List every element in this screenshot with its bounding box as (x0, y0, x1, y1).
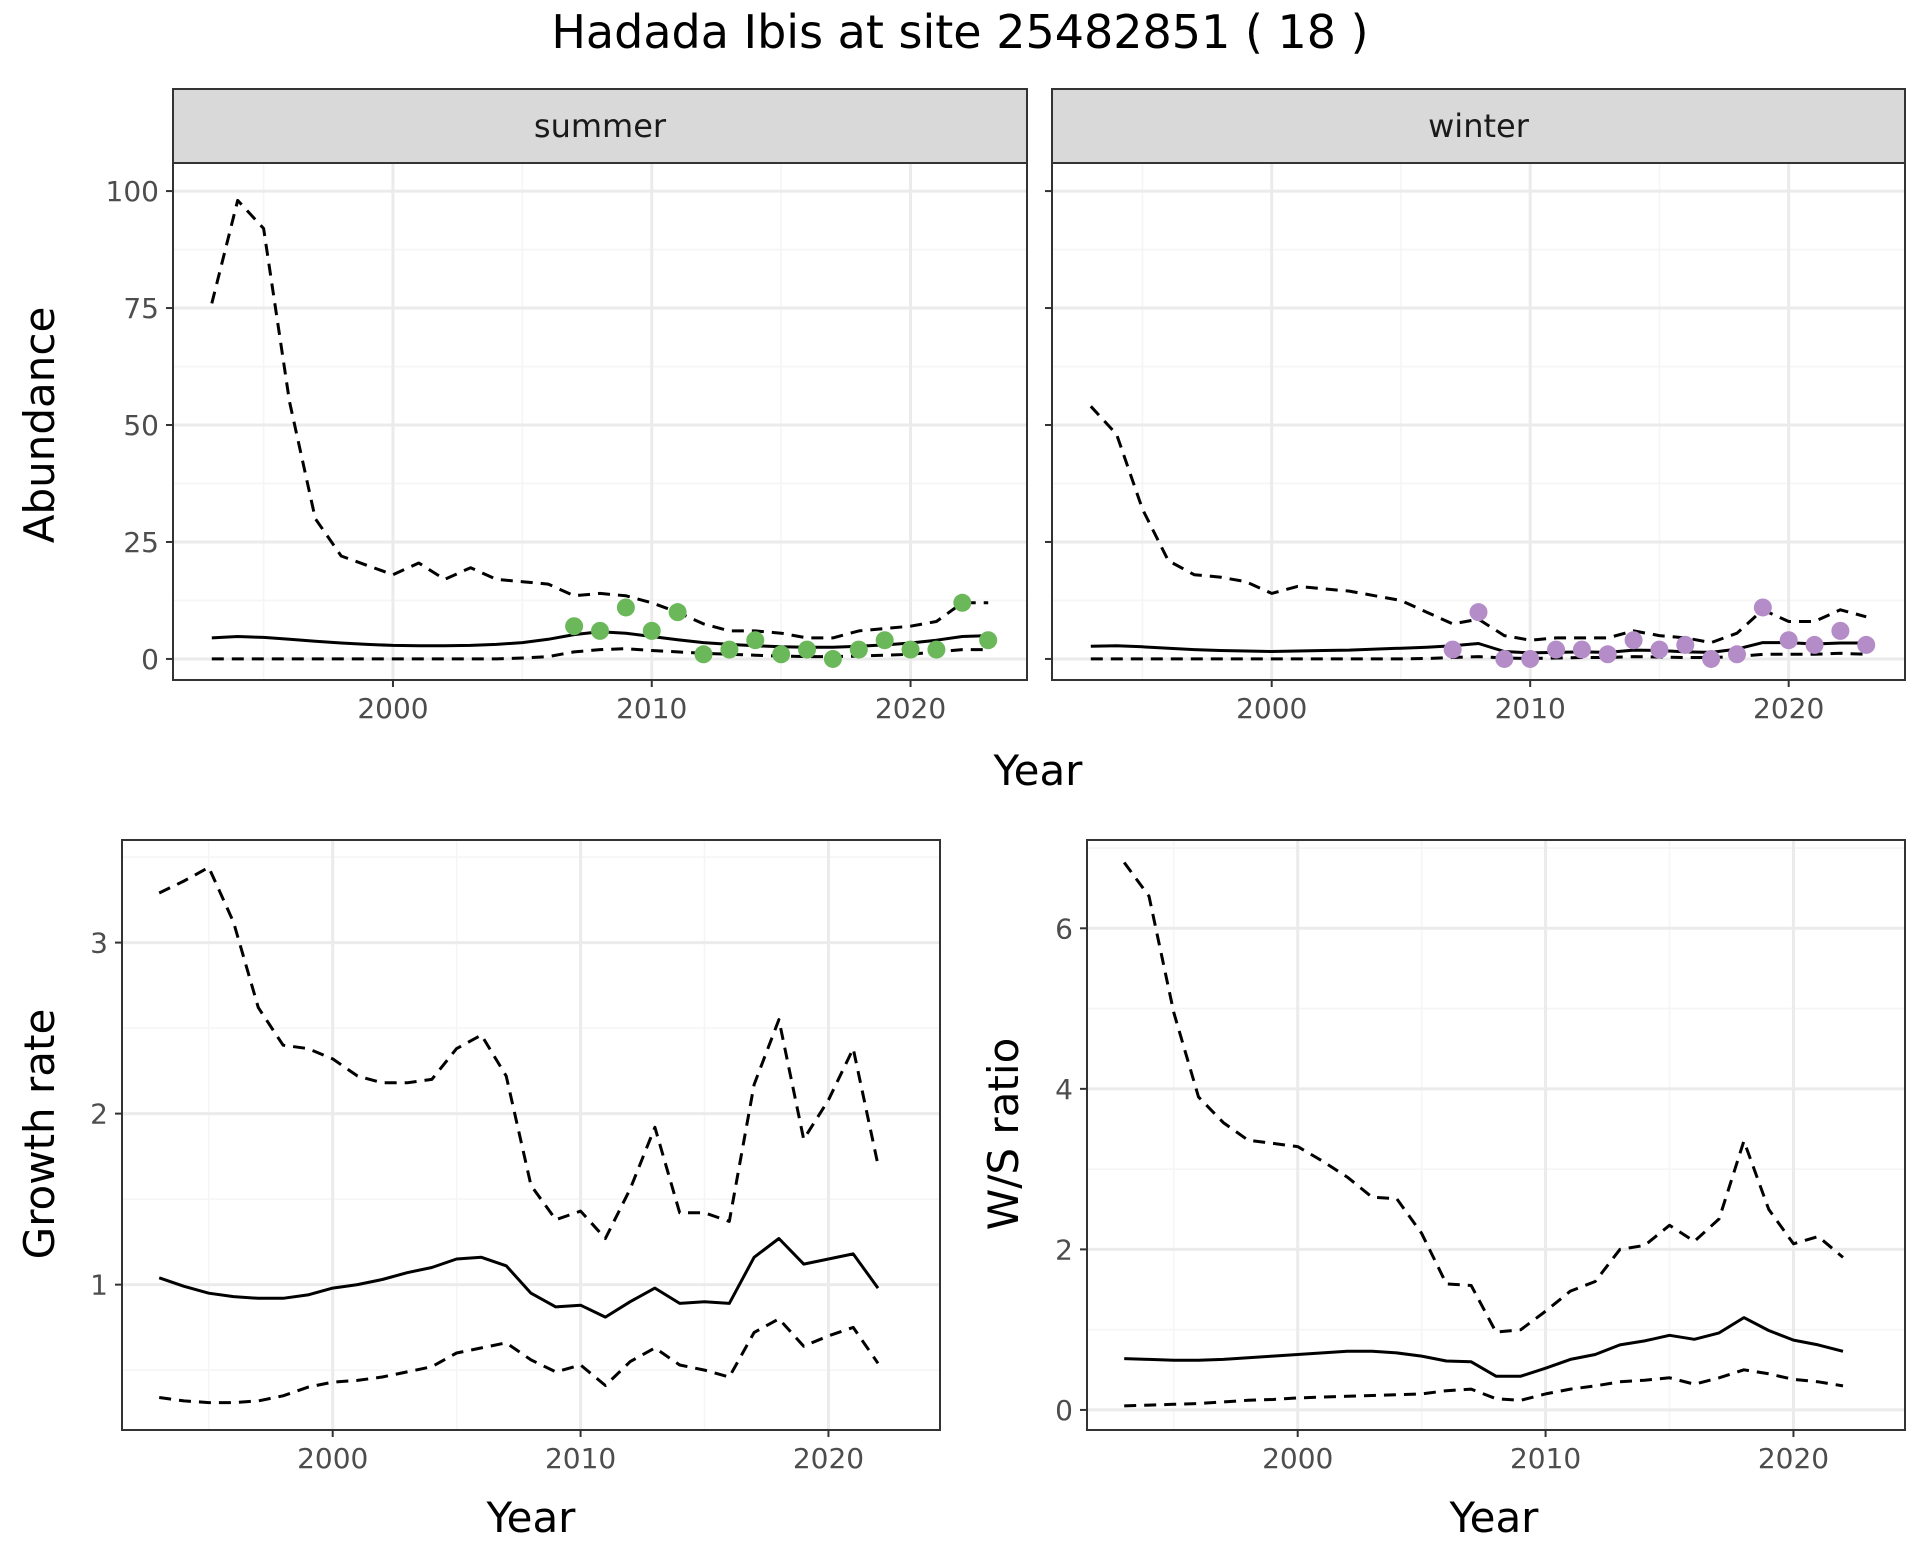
series-line-lower (158, 1317, 880, 1405)
panel-series (1122, 861, 1844, 1408)
series-line-upper (1122, 861, 1844, 1334)
x-tick-label: 2000 (1236, 692, 1307, 725)
data-point (1676, 635, 1695, 654)
facet-strip-label: winter (1428, 107, 1530, 145)
data-point (668, 603, 687, 622)
data-point (720, 640, 739, 659)
data-point (694, 645, 713, 664)
top-x-axis-title: Year (993, 746, 1084, 795)
chart-title: Hadada Ibis at site 25482851 ( 18 ) (551, 5, 1368, 59)
x-tick-label: 2010 (1510, 1442, 1581, 1475)
growth-y-axis-title: Growth rate (15, 1009, 64, 1260)
data-point (1598, 645, 1617, 664)
data-point (1831, 621, 1850, 640)
series-line-upper (210, 198, 989, 640)
panel-border (121, 839, 941, 1431)
panel-background (1052, 163, 1905, 680)
data-point (1443, 640, 1462, 659)
y-tick-label: 25 (123, 526, 159, 559)
data-point (1521, 649, 1540, 668)
ratio-x-axis-title: Year (1449, 1493, 1540, 1542)
y-tick-label: 4 (1055, 1073, 1073, 1106)
y-tick-label: 3 (90, 927, 108, 960)
x-tick-label: 2020 (1758, 1442, 1829, 1475)
panel-series (210, 198, 998, 668)
growth-x-axis-title: Year (486, 1493, 577, 1542)
data-point (642, 621, 661, 640)
series-line-upper (158, 865, 880, 1240)
data-point (1702, 649, 1721, 668)
data-point (1547, 640, 1566, 659)
panel-ratio: 2000 2010 2020 0 2 4 6 (1055, 839, 1906, 1475)
x-tick-label: 2010 (616, 692, 687, 725)
x-tick-label: 2010 (1495, 692, 1566, 725)
panel-growth: 2000 2010 2020 1 2 3 (90, 839, 941, 1475)
data-point (1469, 603, 1488, 622)
facet-strip (1051, 88, 1906, 164)
facet-strip (172, 88, 1028, 164)
ratio-y-axis-title: W/S ratio (979, 1038, 1028, 1231)
x-tick-label: 2010 (545, 1442, 616, 1475)
y-tick-label: 2 (1055, 1233, 1073, 1266)
data-point (979, 631, 998, 650)
data-point (875, 631, 894, 650)
data-point (1779, 631, 1798, 650)
series-line-mean (158, 1237, 880, 1319)
panel-series (158, 865, 880, 1405)
data-point (823, 649, 842, 668)
data-point (591, 621, 609, 640)
panel-series (1089, 405, 1876, 668)
summer-y-axis-title: Abundance (15, 307, 64, 544)
data-point (953, 593, 972, 612)
panel-background (173, 163, 1027, 680)
panel-border (1086, 839, 1906, 1431)
x-tick-label: 2000 (357, 692, 428, 725)
data-point (1857, 635, 1876, 654)
data-point (849, 640, 868, 659)
y-tick-label: 6 (1055, 912, 1073, 945)
y-tick-label: 75 (123, 292, 159, 325)
x-tick-label: 2020 (1753, 692, 1824, 725)
x-tick-label: 2000 (1262, 1442, 1333, 1475)
data-point (927, 640, 946, 659)
data-point (901, 640, 920, 659)
facet-strip-label: summer (534, 107, 667, 145)
data-point (1624, 631, 1643, 650)
data-point (565, 617, 584, 636)
panel-summer: summer 2000 2010 2020 0 25 50 75 100 (106, 88, 1028, 725)
y-tick-label: 100 (106, 175, 159, 208)
data-point (798, 640, 817, 659)
series-line-upper (1089, 405, 1867, 645)
data-point (746, 631, 765, 650)
y-tick-label: 0 (1055, 1394, 1073, 1427)
x-tick-label: 2000 (297, 1442, 368, 1475)
series-line-mean (1124, 1316, 1844, 1378)
data-point (1572, 640, 1591, 659)
y-tick-label: 1 (90, 1269, 108, 1302)
data-point (1727, 645, 1746, 664)
data-point (1805, 635, 1824, 654)
panel-winter: winter 2000 2010 2020 (1045, 88, 1906, 725)
x-tick-label: 2020 (793, 1442, 864, 1475)
data-point (1650, 640, 1669, 659)
y-tick-label: 50 (123, 409, 159, 442)
series-line-lower (1124, 1368, 1844, 1408)
x-tick-label: 2020 (875, 692, 946, 725)
data-point (1495, 649, 1514, 668)
data-point (616, 598, 635, 617)
data-point (772, 645, 791, 664)
y-tick-label: 2 (90, 1098, 108, 1131)
data-point (1753, 598, 1772, 617)
y-tick-label: 0 (141, 643, 159, 676)
